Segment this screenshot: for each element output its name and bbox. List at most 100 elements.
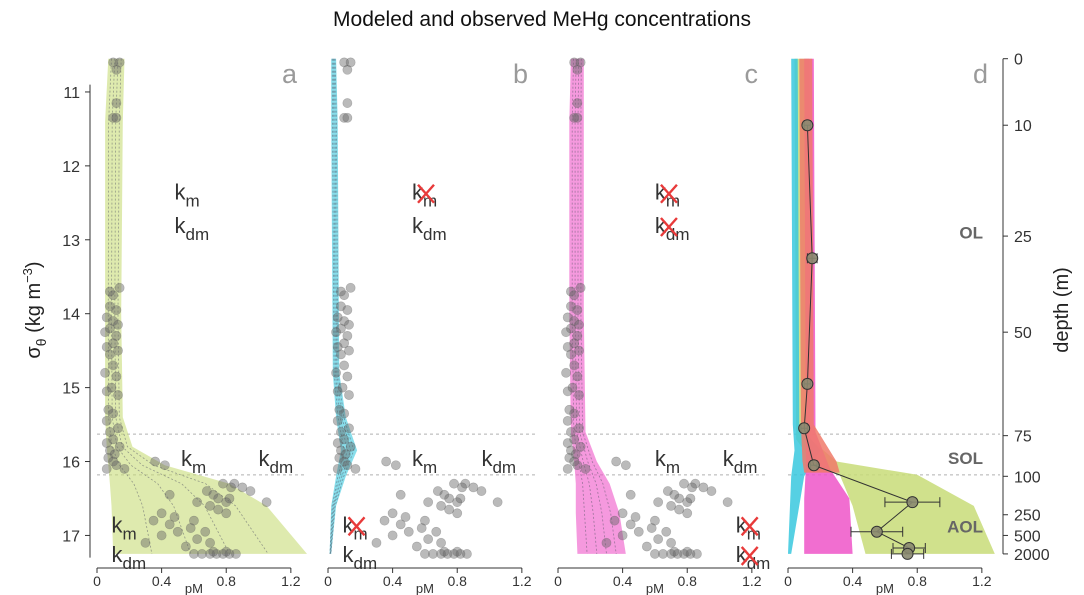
rate-label-kdm: kdm [723,446,758,477]
observed-point [101,464,112,474]
x-axis-a: 0 0.4 0.8 1.2 pM [93,567,301,595]
rate-label-km: km [412,446,437,477]
rate-label-km: km [112,512,137,543]
observed-point [108,290,119,301]
observed-point [159,460,170,471]
disabled-cross-icon [417,183,435,204]
observed-point [395,519,406,530]
observed-point [411,541,422,552]
model-ensemble-line [107,58,153,554]
observed-point [416,523,427,533]
left-tick-label: 12 [62,159,80,176]
observed-point [580,464,591,474]
observed-point [211,549,222,559]
observed-point [452,546,463,557]
observed-point [574,345,584,356]
observed-point [208,546,219,557]
observed-point [381,456,392,467]
observed-point [108,456,119,467]
observed-point [395,489,406,500]
observed-point [562,312,573,323]
observed-point [105,349,115,360]
x-tick-label: 0.4 [843,573,863,589]
observed-point [679,478,689,489]
right-axis-label: depth (m) [1051,267,1073,353]
observed-point [682,497,693,508]
observed-point [226,482,236,493]
model-band-green [105,58,307,554]
observed-point [690,478,701,489]
observed-point [452,497,463,508]
observed-point [423,497,434,508]
observed-point [109,449,120,460]
observed-point [625,519,636,530]
observed-point [439,546,450,557]
observed-point [339,408,350,419]
observed-point [633,526,644,537]
observed-point [662,486,673,496]
observed-point [261,497,272,508]
observed-point [566,323,576,334]
x-tick-label: 0 [554,573,562,589]
model-band-cyan [788,58,821,554]
observed-point [436,500,446,511]
observed-point [192,534,203,545]
observed-point [650,515,660,526]
observed-point [687,482,697,493]
observed-point [569,408,580,419]
layer-label-sol: SOL [948,449,983,468]
model-ensemble-line [117,58,269,555]
observed-point [617,530,628,541]
observed-point [722,497,733,508]
observed-point [108,112,119,123]
x-tick-label: 0.8 [907,573,927,589]
left-tick-label: 16 [62,455,80,472]
x-tick-label: 1.2 [281,573,301,589]
observed-mean-point [807,459,820,472]
observed-point [569,57,580,68]
observed-point [140,537,151,548]
observed-point [101,312,112,323]
observed-point [342,330,353,341]
panel-d: OL SOL AOL d 0 0.4 0.8 1.2 pM [784,58,1000,595]
x-tick-label: 0.4 [383,573,403,589]
observed-point [111,330,122,341]
rate-label-kdm: kdm [655,213,690,244]
observed-point [332,464,343,474]
right-axis: 0 10 25 50 75 100 250 500 2000 depth (m) [1002,52,1073,564]
observed-point [566,445,576,456]
observed-point [561,327,571,338]
observed-point [400,512,411,522]
layer-label-ol: OL [959,223,983,242]
observed-point [575,57,586,68]
observed-point [245,486,256,496]
observed-point [455,493,466,504]
observed-point [468,482,479,493]
x-tick-label: 0 [784,573,792,589]
observed-point [336,286,346,297]
observed-point [476,486,487,496]
left-tick-label: 13 [62,233,80,250]
observed-point [345,441,356,452]
observed-point [572,460,583,471]
observed-point [218,549,228,559]
observed-point [436,549,446,559]
rate-label-kdm: kdm [481,446,516,477]
model-ensemble-line [577,58,607,554]
observed-point [685,493,696,504]
observed-point [566,427,576,437]
observed-point [224,493,235,504]
observed-point [564,404,575,415]
x-tick-label: 1.2 [512,573,532,589]
observed-point [339,57,350,68]
observed-point [189,549,199,559]
observed-point [682,508,693,519]
observed-point [650,549,660,559]
observed-point [332,312,343,323]
observed-point [674,493,685,504]
observed-point [449,478,459,489]
left-tick-label: 11 [63,85,80,102]
disabled-cross-icon [660,183,678,204]
